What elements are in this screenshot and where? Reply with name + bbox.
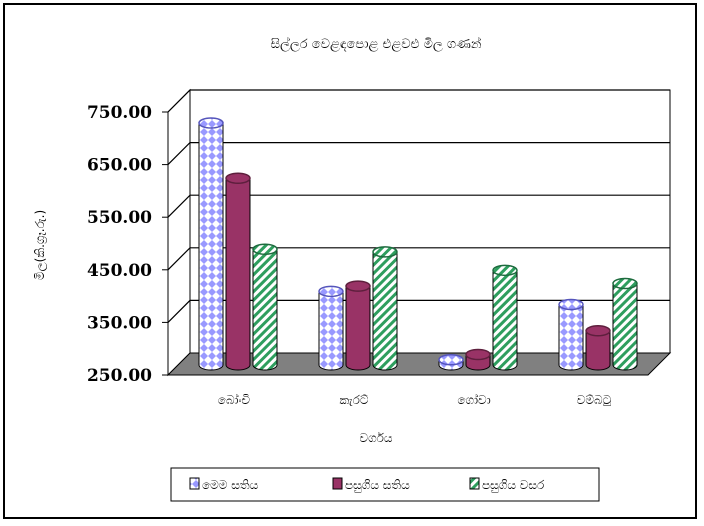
y-tick-label: 750.00 <box>87 103 152 123</box>
bar-body <box>612 282 638 371</box>
bar-body <box>372 251 398 371</box>
y-tick-label: 450.00 <box>87 261 152 281</box>
y-tick-labels: 250.00 350.00 450.00 550.00 650.00 750.00 <box>87 103 168 386</box>
bar-top <box>252 243 278 256</box>
gridline <box>167 89 670 113</box>
gridline <box>167 247 670 271</box>
bar-body <box>558 304 584 371</box>
bar-body <box>345 285 371 371</box>
legend-label: මෙම සතිය <box>202 478 259 492</box>
x-tick-labels: බෝංචි කැරට් ගෝවා වම්බටු <box>218 393 612 407</box>
bar-top <box>345 280 371 292</box>
side-wall <box>167 88 191 377</box>
bar-body <box>585 330 611 371</box>
bar <box>345 280 371 371</box>
x-axis-label: වර්ගය <box>359 431 392 445</box>
bar-body <box>198 122 224 371</box>
legend-box <box>170 467 600 502</box>
y-axis-label: මිල(කි.ග්‍රෑ.රු.) <box>33 210 48 280</box>
bar-top <box>438 353 464 366</box>
y-tick-label: 350.00 <box>87 313 152 333</box>
y-tick-label: 250.00 <box>87 366 152 386</box>
bar <box>585 325 611 371</box>
bar-top <box>318 285 344 298</box>
bar <box>198 117 224 371</box>
floor <box>166 352 672 376</box>
bar-top <box>492 264 518 277</box>
bar-top <box>465 348 491 361</box>
bar <box>372 246 398 371</box>
legend-label: පසුගිය සතිය <box>345 478 410 493</box>
legend-swatch <box>469 477 480 490</box>
legend-swatch <box>189 477 200 490</box>
x-tick-label: බෝංචි <box>218 393 251 407</box>
chart-title: සිල්ලර වෙළඳපොළ එළවළු මිල ගණන් <box>271 36 482 52</box>
bar-top <box>225 172 251 185</box>
bars <box>198 117 638 371</box>
y-tick-label: 650.00 <box>87 156 152 176</box>
legend-swatch <box>332 477 343 490</box>
x-tick-label: වම්බටු <box>577 393 612 407</box>
bar <box>225 172 251 371</box>
legend-label: පසුගිය වසර <box>482 478 545 493</box>
bar-body <box>492 269 518 371</box>
bar <box>465 348 491 371</box>
bar-top <box>372 246 398 258</box>
bar-top <box>612 277 638 290</box>
bar-top <box>558 298 584 311</box>
bar-body <box>252 248 278 371</box>
bar <box>438 353 464 371</box>
bar <box>318 285 344 371</box>
bar <box>252 243 278 371</box>
gridline <box>167 142 670 166</box>
x-tick-label: කැරට් <box>340 393 369 407</box>
bar-body <box>318 290 344 371</box>
gridline <box>167 194 670 218</box>
bar-body <box>225 177 251 371</box>
bar-top <box>198 117 224 129</box>
bar-top <box>585 325 611 337</box>
y-tick-label: 550.00 <box>87 208 152 228</box>
bar <box>558 298 584 371</box>
bar <box>612 277 638 371</box>
bar <box>492 264 518 371</box>
legend: මෙම සතිය පසුගිය සතිය පසුගිය වසර <box>189 477 545 493</box>
x-tick-label: ගෝවා <box>457 393 490 407</box>
